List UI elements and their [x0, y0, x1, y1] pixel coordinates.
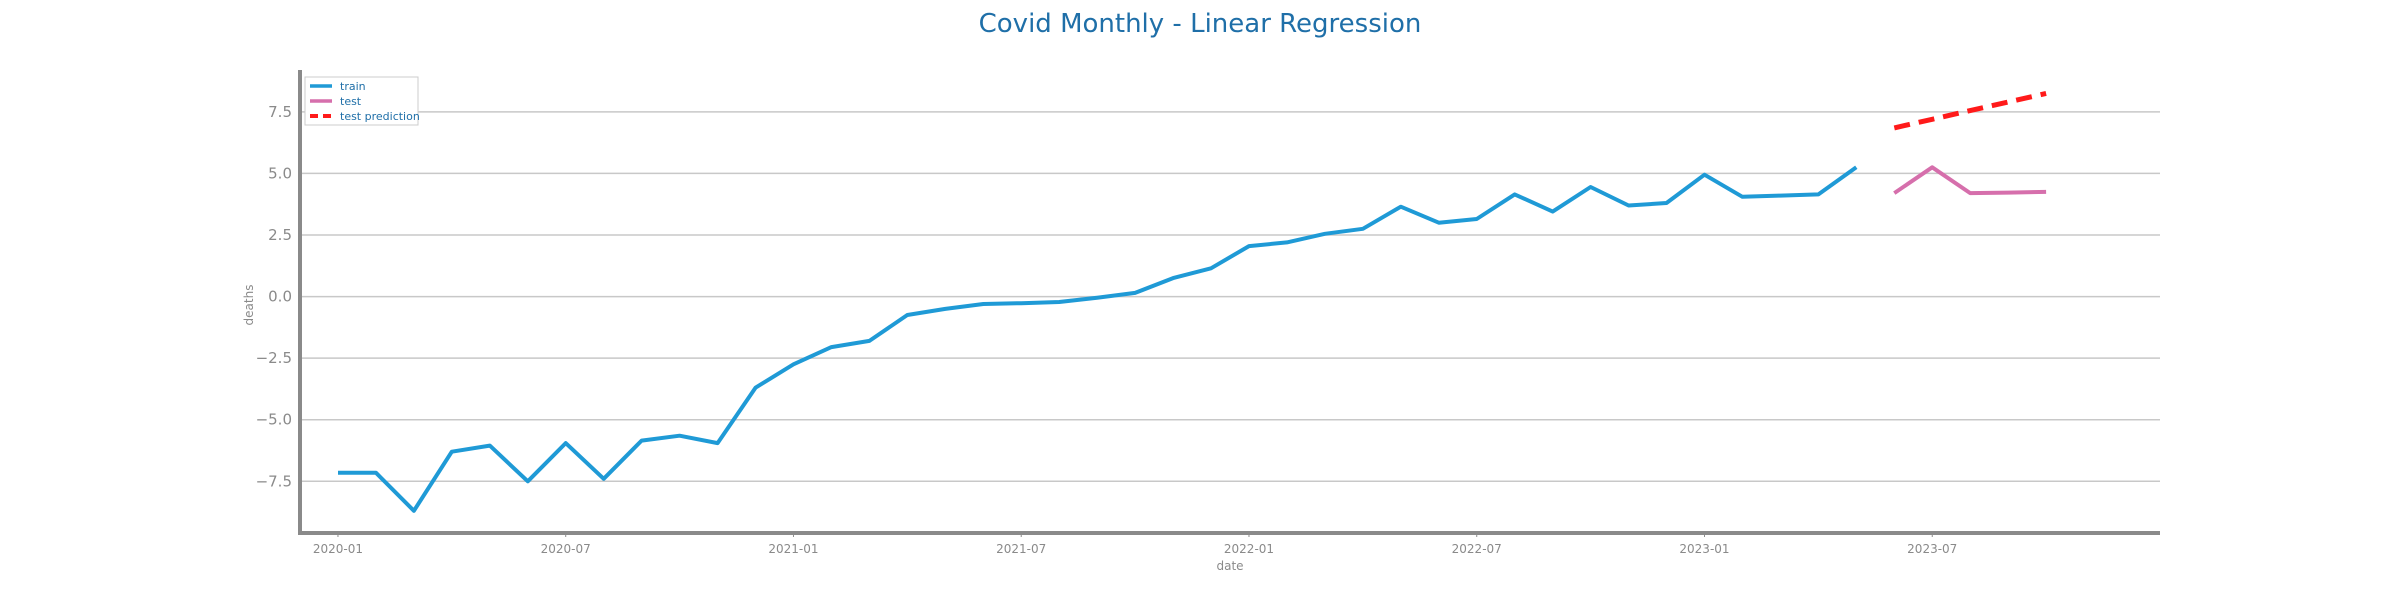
x-tick-label: 2021-07 [996, 542, 1046, 556]
y-tick-label: 2.5 [268, 226, 292, 244]
tick-labels: −7.5 −5.0 −2.5 0.0 2.5 5.0 7.5 2020-01 2020-07 20… [256, 103, 1958, 556]
legend-label: train [340, 80, 366, 93]
series-line-test-prediction [1893, 90, 2047, 131]
y-tick-label: −2.5 [256, 349, 292, 367]
x-tick-label: 2020-07 [541, 542, 591, 556]
series-layer [338, 90, 2047, 513]
y-tick-label: −7.5 [256, 472, 292, 490]
x-tick-label: 2022-01 [1224, 542, 1274, 556]
x-tick-label: 2023-07 [1907, 542, 1957, 556]
legend-label: test [340, 95, 362, 108]
x-tick-label: 2021-01 [768, 542, 818, 556]
y-tick-label: −5.0 [256, 411, 292, 429]
axes [298, 70, 2160, 535]
x-tick-label: 2020-01 [313, 542, 363, 556]
legend-label: test prediction [340, 110, 420, 123]
series-line-train [338, 165, 1858, 513]
legend: train test test prediction [304, 76, 420, 126]
series-line-test [1893, 165, 2047, 196]
y-axis-label: deaths [242, 285, 256, 326]
grid [300, 111, 2160, 483]
y-tick-label: 5.0 [268, 164, 292, 182]
x-axis-label: date [1216, 559, 1243, 573]
y-tick-label: 0.0 [268, 288, 292, 306]
y-tick-label: 7.5 [268, 103, 292, 121]
chart-title: Covid Monthly - Linear Regression [979, 9, 1422, 39]
x-tick-label: 2023-01 [1679, 542, 1729, 556]
x-tick-label: 2022-07 [1452, 542, 1502, 556]
